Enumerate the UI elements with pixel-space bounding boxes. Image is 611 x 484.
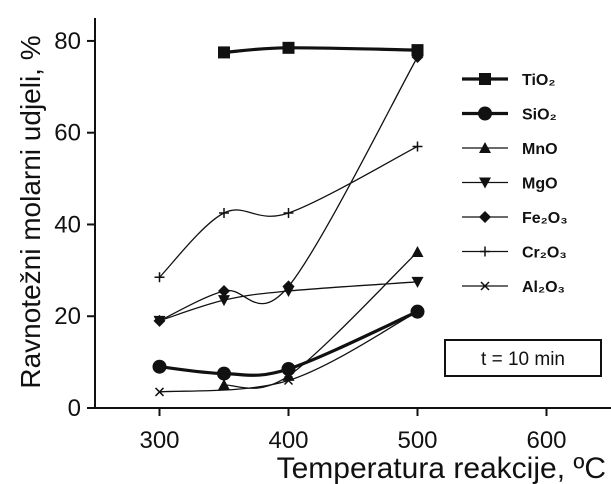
x-tick-label: 400 bbox=[268, 427, 308, 454]
series-2 bbox=[218, 246, 424, 391]
legend-marker bbox=[480, 246, 490, 257]
data-point bbox=[218, 285, 230, 297]
legend-marker bbox=[478, 106, 492, 121]
y-tick-label: 80 bbox=[54, 28, 81, 55]
legend-marker bbox=[479, 177, 491, 189]
annotation-frame bbox=[444, 339, 602, 377]
legend-label: MnO bbox=[522, 141, 558, 158]
data-point bbox=[412, 307, 423, 317]
series-0 bbox=[218, 41, 424, 59]
legend-item: Cr₂O₃ bbox=[462, 245, 567, 262]
series-line bbox=[158, 281, 419, 322]
x-tick-label: 600 bbox=[526, 427, 566, 454]
data-point bbox=[217, 366, 231, 381]
series-line bbox=[158, 56, 419, 322]
y-tick-label: 20 bbox=[54, 303, 81, 330]
legend-item: SiO₂ bbox=[462, 106, 557, 124]
data-point bbox=[218, 46, 230, 59]
data-point bbox=[154, 272, 165, 283]
series-5 bbox=[154, 141, 423, 283]
legend-label: Al₂O₃ bbox=[522, 279, 565, 296]
legend-label: Cr₂O₃ bbox=[522, 245, 567, 262]
series-layer bbox=[152, 41, 425, 397]
y-tick-label: 40 bbox=[54, 211, 81, 238]
legend-label: Fe₂O₃ bbox=[522, 210, 568, 227]
data-point bbox=[283, 375, 294, 386]
data-point bbox=[411, 276, 424, 288]
data-point bbox=[219, 208, 229, 218]
series-line bbox=[157, 310, 420, 377]
series-line bbox=[158, 145, 419, 278]
data-point bbox=[282, 41, 295, 54]
data-point bbox=[153, 314, 166, 327]
y-axis-label: Ravnotežni molarni udjeli, % bbox=[15, 35, 46, 388]
legend-label: MgO bbox=[522, 176, 558, 193]
legend-item: TiO₂ bbox=[462, 72, 555, 89]
data-point bbox=[411, 44, 424, 57]
data-point bbox=[152, 359, 167, 374]
annotation-box: t = 10 min bbox=[444, 339, 602, 377]
data-point bbox=[412, 141, 423, 152]
legend-marker bbox=[479, 211, 491, 223]
legend-label: TiO₂ bbox=[522, 72, 555, 89]
legend-item: MgO bbox=[462, 176, 558, 193]
data-point bbox=[411, 51, 424, 63]
x-tick-label: 500 bbox=[397, 427, 437, 454]
data-point bbox=[281, 362, 296, 376]
series-1 bbox=[152, 304, 425, 381]
annotation-text: t = 10 min bbox=[481, 349, 565, 370]
x-tick-label: 300 bbox=[139, 427, 179, 454]
legend-item: Fe₂O₃ bbox=[462, 210, 568, 227]
series-line bbox=[223, 251, 419, 389]
data-point bbox=[282, 280, 295, 293]
series-6 bbox=[154, 307, 423, 397]
y-tick-label: 60 bbox=[54, 120, 81, 147]
data-point bbox=[283, 208, 294, 218]
legend-marker bbox=[479, 73, 491, 85]
series-line bbox=[222, 46, 420, 55]
legend-item: Al₂O₃ bbox=[462, 279, 565, 296]
data-point bbox=[411, 246, 424, 257]
legend-marker bbox=[479, 142, 491, 153]
legend: TiO₂ SiO₂ MnO MgO Fe₂O₃ Cr₂O₃ Al₂O₃ bbox=[462, 72, 568, 296]
plot-frame bbox=[94, 18, 611, 409]
data-point bbox=[154, 387, 165, 397]
legend-label: SiO₂ bbox=[522, 107, 557, 124]
legend-marker bbox=[480, 281, 490, 291]
y-tick-label: 0 bbox=[68, 395, 81, 422]
x-axis-ticks: 300 400 500 600 bbox=[139, 408, 567, 454]
data-point bbox=[218, 295, 230, 307]
data-point bbox=[218, 379, 230, 391]
series-4 bbox=[153, 51, 424, 327]
y-axis-ticks: 0 20 40 60 80 bbox=[54, 28, 95, 422]
legend-item: MnO bbox=[462, 141, 558, 158]
x-axis-label: Temperatura reakcije, ºC bbox=[277, 452, 606, 484]
